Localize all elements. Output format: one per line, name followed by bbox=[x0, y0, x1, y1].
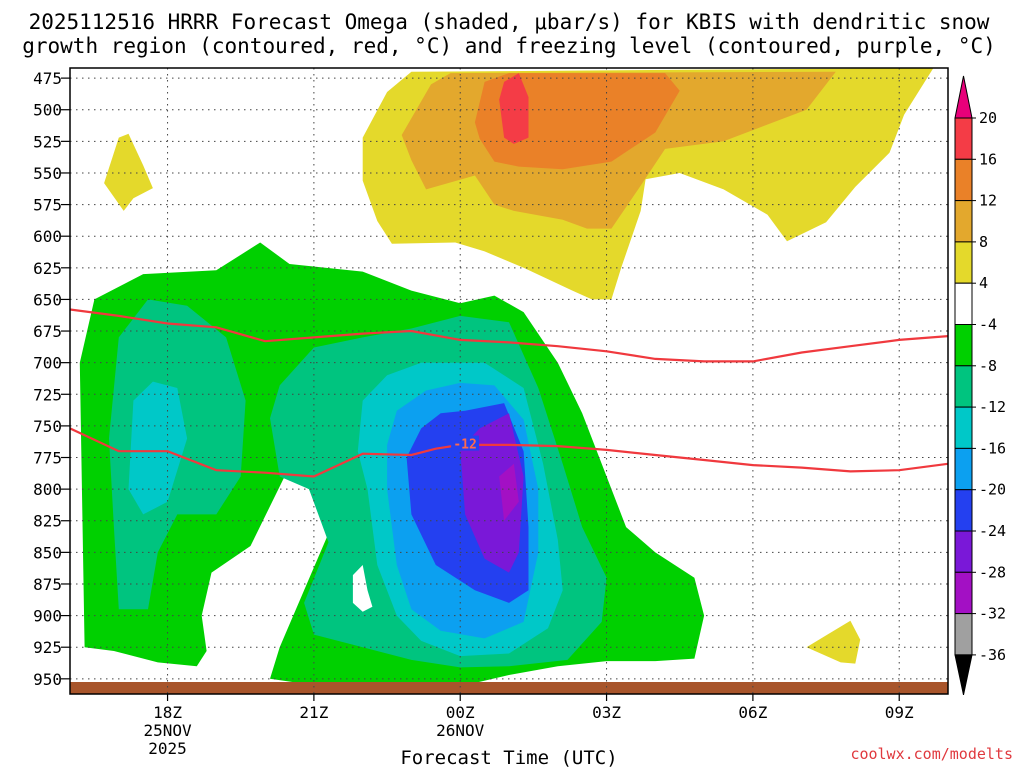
colorbar-swatch-8 bbox=[954, 406, 973, 449]
y-tick-label-8: 675 bbox=[33, 322, 62, 341]
y-tick-label-0: 475 bbox=[33, 69, 62, 88]
y-tick-label-16: 875 bbox=[33, 575, 62, 594]
credit-link[interactable]: coolwx.com/modelts bbox=[850, 745, 1013, 763]
colorbar-label-11: -28 bbox=[979, 563, 1006, 581]
colorbar-swatch-13 bbox=[954, 613, 973, 656]
omega-region-9 bbox=[352, 565, 373, 612]
y-tick-label-7: 650 bbox=[33, 290, 62, 309]
omega-region-15 bbox=[806, 620, 861, 664]
x-tick-date-0: 25NOV bbox=[143, 721, 192, 740]
colorbar-label-8: -16 bbox=[979, 439, 1006, 457]
y-tick-label-11: 750 bbox=[33, 417, 62, 436]
y-tick-label-2: 525 bbox=[33, 132, 62, 151]
y-tick-label-1: 500 bbox=[33, 101, 62, 120]
omega-region-8 bbox=[499, 463, 519, 521]
colorbar-label-9: -20 bbox=[979, 481, 1006, 499]
x-tick-label-0: 18Z bbox=[153, 703, 182, 722]
colorbar: 20 16 12 8 4 -4 -8 -12 -16 -20 -24 -28 -32 -36 bbox=[954, 75, 1006, 696]
y-tick-label-19: 950 bbox=[33, 670, 62, 689]
colorbar-swatch-12 bbox=[954, 571, 973, 615]
contour-lines: -12 bbox=[70, 308, 948, 478]
colorbar-label-3: 8 bbox=[979, 233, 988, 251]
colorbar-label-13: -36 bbox=[979, 646, 1006, 664]
y-axis-ticks: 475 500 525 550 575 600 625 650 675 700 725 750 775 8… bbox=[33, 69, 70, 689]
y-tick-label-14: 825 bbox=[33, 512, 62, 531]
isotherm-line-1 bbox=[70, 427, 948, 478]
x-tick-label-1: 21Z bbox=[299, 703, 328, 722]
colorbar-swatch-7 bbox=[954, 365, 973, 408]
colorbar-swatch-11 bbox=[954, 530, 973, 573]
omega-region-7 bbox=[460, 413, 524, 573]
colorbar-top-arrow bbox=[954, 75, 973, 119]
x-tick-label-3: 03Z bbox=[592, 703, 621, 722]
colorbar-swatch-9 bbox=[954, 447, 973, 491]
y-tick-label-4: 575 bbox=[33, 196, 62, 215]
x-tick-label-4: 06Z bbox=[738, 703, 767, 722]
colorbar-swatch-3 bbox=[954, 200, 973, 243]
chart-title-line-1: 2025112516 HRRR Forecast Omega (shaded, … bbox=[29, 10, 990, 34]
omega-region-14 bbox=[104, 133, 153, 211]
y-tick-label-15: 850 bbox=[33, 543, 62, 562]
colorbar-swatch-1 bbox=[954, 117, 973, 160]
x-tick-label-2: 00Z bbox=[446, 703, 475, 722]
colorbar-label-10: -24 bbox=[979, 522, 1006, 540]
contour-label-bg-0 bbox=[451, 435, 480, 451]
y-tick-label-18: 925 bbox=[33, 638, 62, 657]
colorbar-label-12: -32 bbox=[979, 605, 1006, 623]
omega-shaded-regions bbox=[79, 68, 934, 687]
colorbar-swatch-6 bbox=[954, 324, 973, 367]
colorbar-label-0: 20 bbox=[979, 109, 997, 127]
y-tick-label-5: 600 bbox=[33, 227, 62, 246]
colorbar-swatch-4 bbox=[954, 241, 973, 284]
colorbar-label-5: -4 bbox=[979, 316, 997, 334]
y-tick-label-12: 775 bbox=[33, 449, 62, 468]
y-tick-label-9: 700 bbox=[33, 354, 62, 373]
omega-region-13 bbox=[499, 73, 529, 144]
x-axis-label: Forecast Time (UTC) bbox=[400, 747, 617, 768]
colorbar-bottom-arrow bbox=[954, 654, 973, 696]
omega-region-3 bbox=[128, 381, 188, 515]
colorbar-label-6: -8 bbox=[979, 357, 997, 375]
x-tick-year-0: 2025 bbox=[148, 739, 187, 758]
x-tick-label-5: 09Z bbox=[885, 703, 914, 722]
colorbar-swatch-2 bbox=[954, 158, 973, 202]
isotherm-line-0 bbox=[70, 308, 948, 363]
grid-lines bbox=[70, 68, 948, 694]
colorbar-label-2: 12 bbox=[979, 192, 997, 210]
colorbar-label-4: 4 bbox=[979, 274, 988, 292]
contour-label-0: -12 bbox=[453, 438, 476, 453]
colorbar-label-1: 16 bbox=[979, 150, 997, 168]
chart-title-line-2: growth region (contoured, red, °C) and f… bbox=[22, 34, 996, 58]
colorbar-label-7: -12 bbox=[979, 398, 1006, 416]
colorbar-swatch-10 bbox=[954, 489, 973, 532]
terrain-surface-bar bbox=[70, 682, 948, 694]
y-tick-label-13: 800 bbox=[33, 480, 62, 499]
y-tick-label-10: 725 bbox=[33, 385, 62, 404]
y-tick-label-17: 900 bbox=[33, 607, 62, 626]
x-tick-date-2: 26NOV bbox=[436, 721, 485, 740]
y-tick-label-3: 550 bbox=[33, 164, 62, 183]
colorbar-swatch-5 bbox=[954, 282, 973, 326]
plot-frame bbox=[69, 67, 949, 695]
y-tick-label-6: 625 bbox=[33, 259, 62, 278]
